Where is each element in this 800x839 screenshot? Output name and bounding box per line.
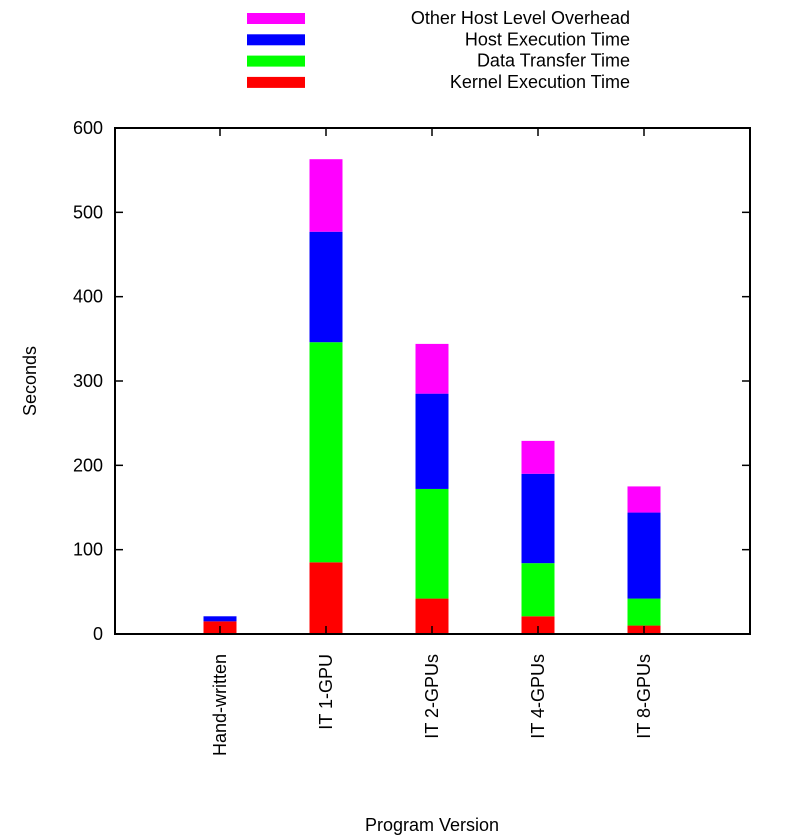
y-tick-label: 200 — [73, 455, 103, 475]
bar-segment-other-host-level-overhead — [415, 343, 449, 394]
y-axis: 0 100 200 300 400 500 600 — [73, 118, 750, 644]
x-axis-label: Program Version — [365, 815, 499, 835]
y-tick-label: 0 — [93, 624, 103, 644]
bar-segment-data-transfer-time — [309, 342, 343, 563]
x-axis: Hand-written IT 1-GPU IT 2-GPUs IT 4-GPUs IT… — [210, 128, 654, 756]
bar-segment-data-transfer-time — [627, 598, 661, 626]
bar-segment-kernel-execution-time — [521, 616, 555, 634]
bar-segment-data-transfer-time — [521, 563, 555, 617]
x-tick-label: IT 2-GPUs — [422, 654, 442, 739]
legend-label: Host Execution Time — [465, 29, 630, 49]
legend-label: Kernel Execution Time — [450, 72, 630, 92]
y-tick-label: 100 — [73, 540, 103, 560]
bar-segment-host-execution-time — [415, 393, 449, 489]
y-axis-label: Seconds — [20, 346, 40, 416]
y-tick-label: 400 — [73, 287, 103, 307]
bar-layer — [203, 159, 661, 634]
x-tick-label: Hand-written — [210, 654, 230, 756]
bar-segment-host-execution-time — [203, 616, 237, 622]
bar-segment-host-execution-time — [627, 512, 661, 599]
x-tick-label: IT 1-GPU — [316, 654, 336, 730]
x-tick-label: IT 4-GPUs — [528, 654, 548, 739]
legend-swatch — [247, 34, 305, 46]
bar-segment-other-host-level-overhead — [309, 159, 343, 232]
legend-label: Other Host Level Overhead — [411, 8, 630, 28]
legend-label: Data Transfer Time — [477, 51, 630, 71]
y-tick-label: 500 — [73, 202, 103, 222]
bar-segment-kernel-execution-time — [309, 562, 343, 634]
legend-swatch — [247, 55, 305, 67]
y-tick-label: 600 — [73, 118, 103, 138]
bar-segment-other-host-level-overhead — [627, 486, 661, 513]
bar-segment-host-execution-time — [309, 231, 343, 343]
legend-swatch — [247, 76, 305, 88]
x-tick-label: IT 8-GPUs — [634, 654, 654, 739]
y-tick-label: 300 — [73, 371, 103, 391]
legend-swatch — [247, 13, 305, 24]
bar-segment-other-host-level-overhead — [521, 440, 555, 474]
bar-segment-host-execution-time — [521, 473, 555, 564]
bar-segment-data-transfer-time — [415, 488, 449, 599]
